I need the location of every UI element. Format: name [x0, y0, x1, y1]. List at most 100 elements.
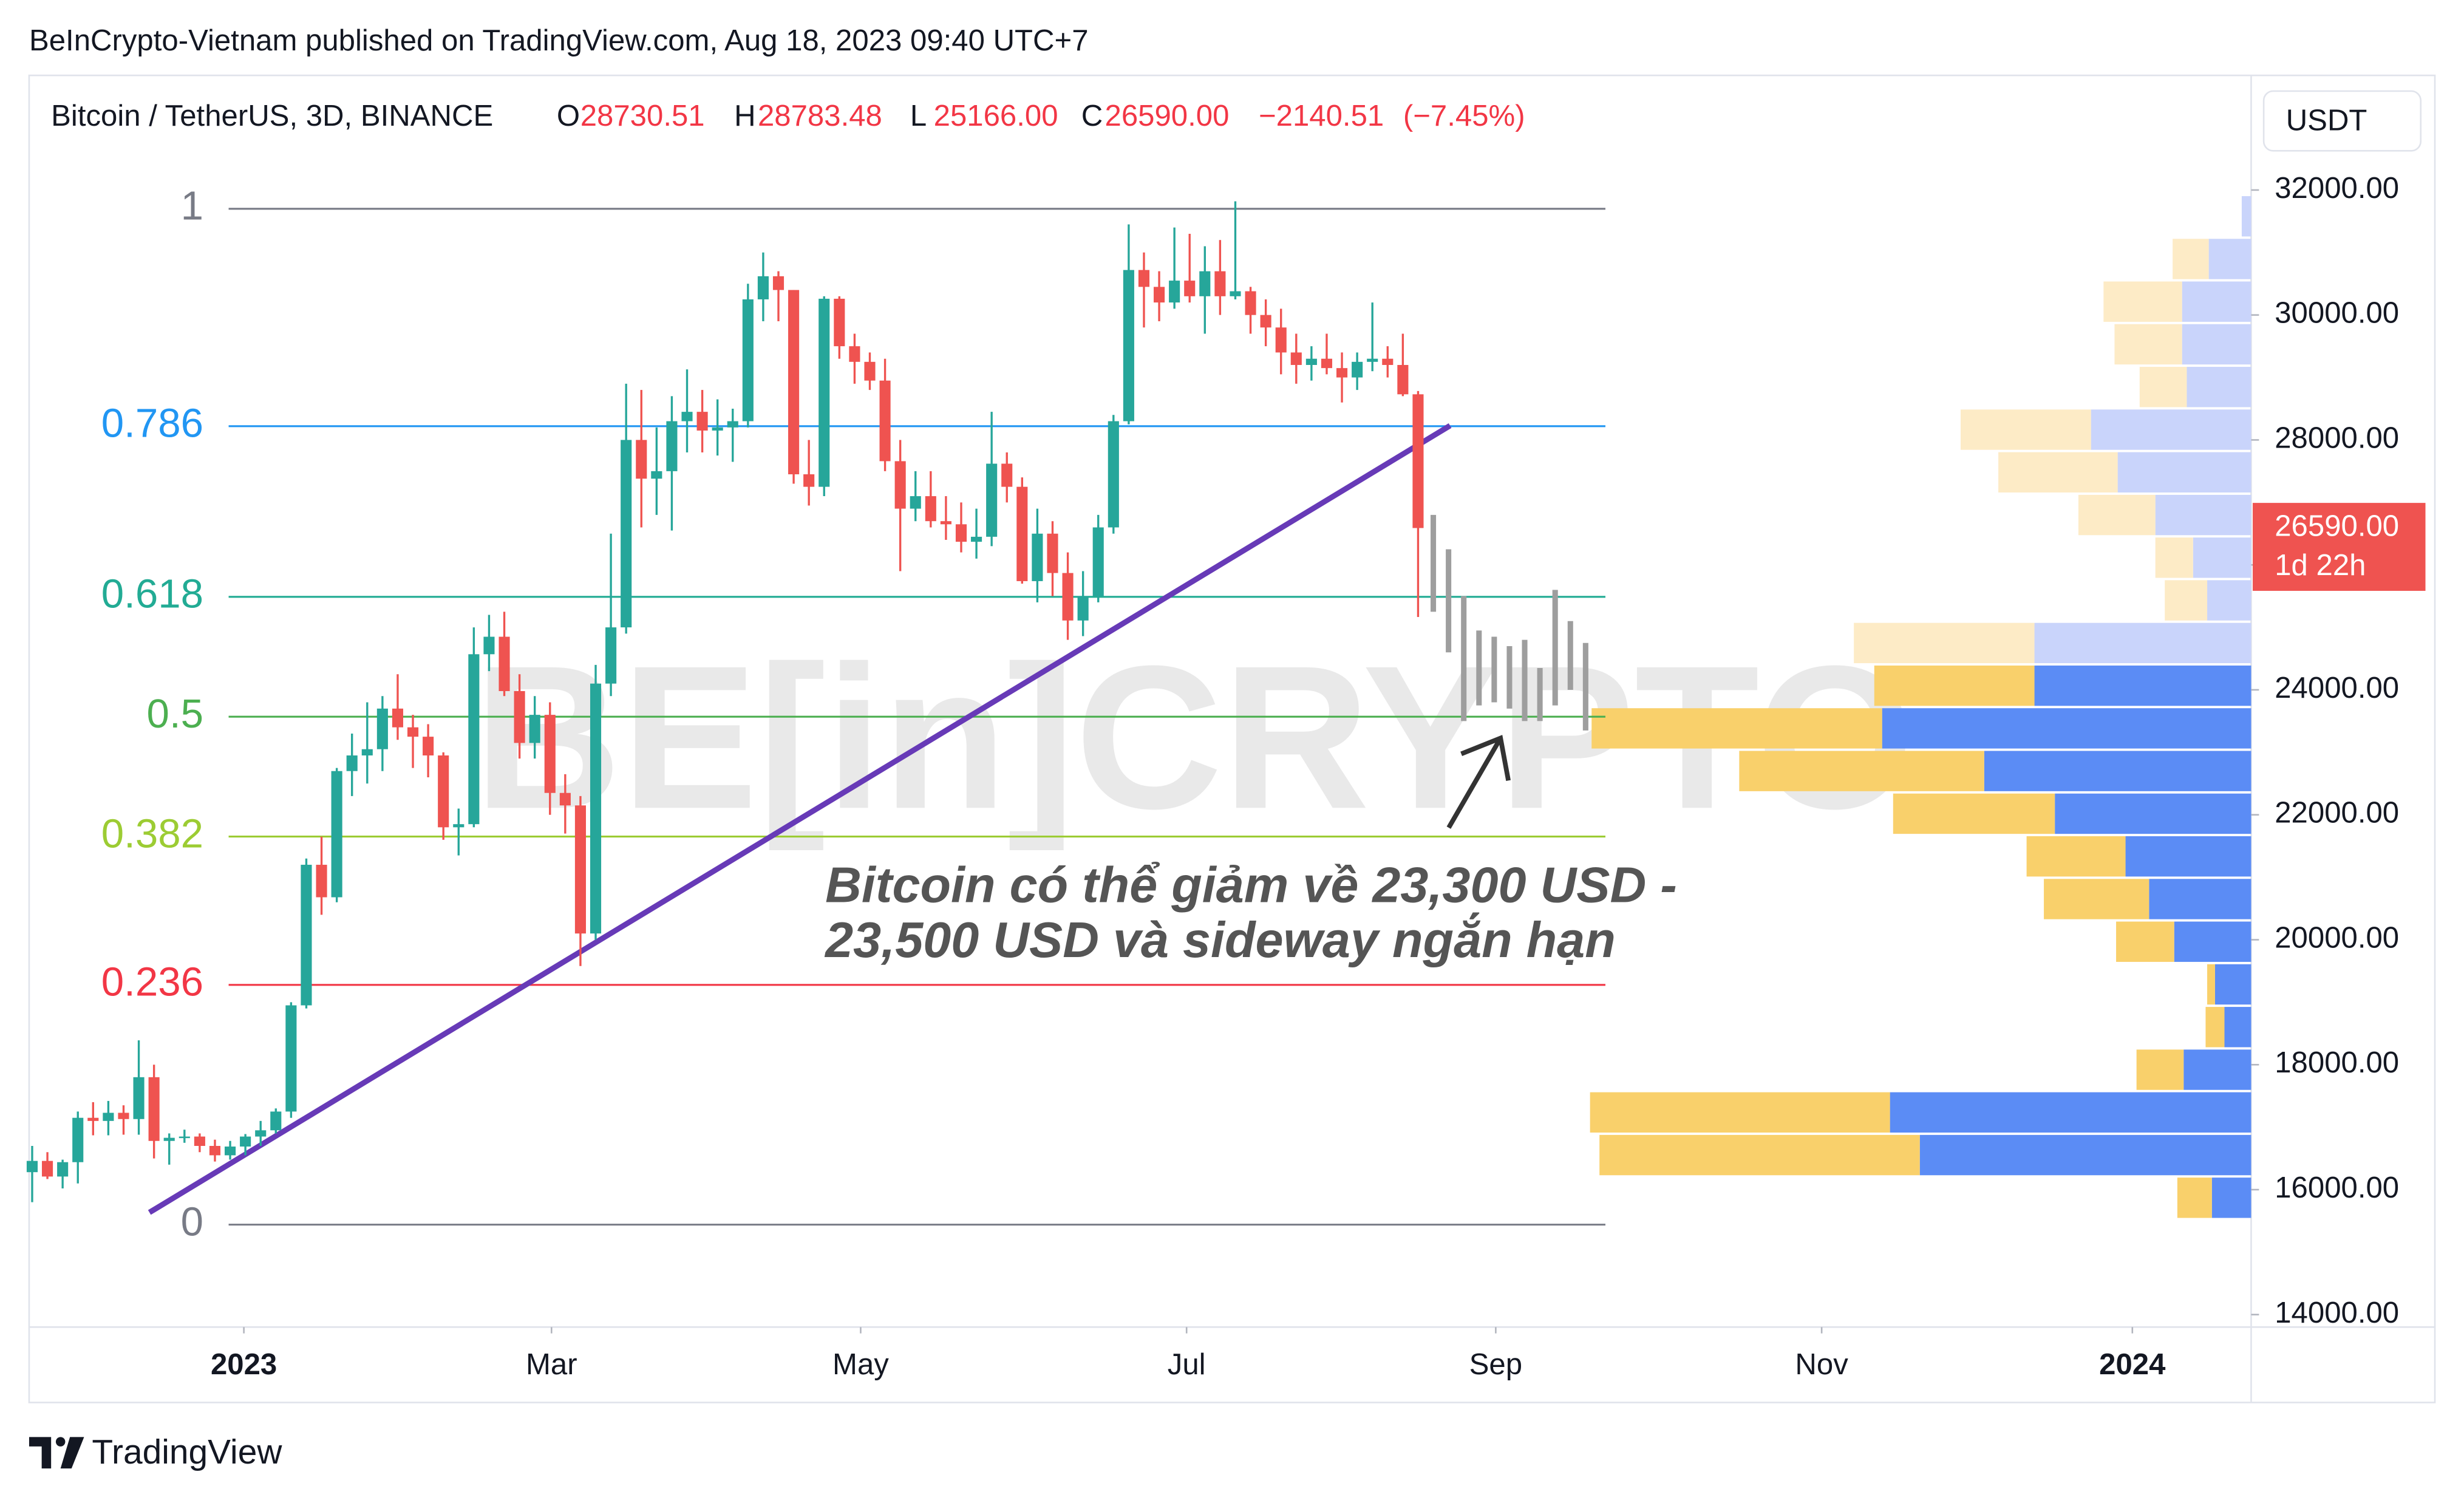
candle-body — [423, 737, 434, 755]
profile-up-bar — [2182, 281, 2251, 322]
candle-body — [209, 1145, 221, 1156]
candle-body — [971, 536, 982, 542]
y-tick-label: 14000.00 — [2275, 1297, 2399, 1329]
profile-down-bar — [2114, 324, 2182, 365]
profile-down-bar — [2155, 537, 2193, 578]
candle-body — [1260, 315, 1271, 328]
candle-body — [772, 276, 784, 290]
candle-body — [1154, 287, 1165, 303]
candle-body — [788, 290, 800, 475]
x-tick-label: Nov — [1795, 1348, 1848, 1381]
candle-body — [1305, 358, 1317, 365]
candle-body — [376, 708, 388, 749]
candle-body — [727, 421, 738, 428]
x-tick-label: Mar — [526, 1348, 577, 1381]
profile-up-bar — [1919, 1134, 2251, 1176]
candle-body — [864, 361, 876, 381]
profile-down-bar — [2044, 879, 2149, 919]
candle-body — [681, 412, 693, 421]
chart-frame — [28, 74, 2436, 1403]
profile-down-bar — [2139, 367, 2187, 407]
candle-body — [361, 749, 373, 755]
arrow-head — [1460, 735, 1511, 782]
y-tick-label: 16000.00 — [2275, 1171, 2399, 1204]
last-price-tag — [2253, 503, 2426, 591]
candle-body — [224, 1147, 236, 1156]
ohlc-value: 25166.00 — [934, 100, 1058, 132]
profile-up-bar — [2125, 836, 2251, 877]
y-tick-label: 18000.00 — [2275, 1046, 2399, 1079]
candle-body — [468, 654, 480, 825]
candle-body — [1397, 364, 1409, 395]
candle-body — [1352, 361, 1363, 378]
candle-body — [696, 412, 708, 431]
candle-body — [1230, 291, 1241, 296]
last-price-label: 26590.00 — [2275, 510, 2399, 542]
profile-down-bar — [2026, 836, 2126, 877]
currency-box[interactable] — [2262, 90, 2422, 152]
candle-body — [712, 427, 723, 431]
profile-down-bar — [2205, 1007, 2225, 1048]
candle-body — [118, 1113, 129, 1119]
currency[interactable]: USDT — [2286, 104, 2367, 137]
candle-body — [1382, 358, 1394, 365]
profile-up-bar — [2155, 494, 2251, 536]
profile-up-bar — [2193, 537, 2251, 578]
symbol-title: Bitcoin / TetherUS, 3D, BINANCE — [51, 100, 493, 132]
candle-body — [559, 792, 571, 806]
candle-body — [529, 715, 540, 743]
candle-body — [1108, 421, 1119, 528]
candle-body — [925, 496, 936, 522]
candle-body — [834, 298, 845, 347]
profile-up-bar — [2224, 1007, 2251, 1048]
candle-body — [1275, 327, 1287, 353]
candle-body — [849, 346, 860, 362]
candle-body — [483, 636, 495, 655]
fib-label: 1 — [181, 183, 203, 229]
candle-body — [255, 1130, 267, 1137]
profile-up-bar — [2208, 239, 2251, 279]
ohlc-value: 28730.51 — [580, 100, 705, 132]
profile-down-bar — [1599, 1134, 1920, 1176]
ohlc-value: 28783.48 — [758, 100, 882, 132]
annotation: 23,500 USD và sideway ngắn hạn — [824, 912, 1616, 968]
profile-down-bar — [1961, 409, 2091, 450]
profile-up-bar — [1984, 751, 2251, 791]
candle-body — [26, 1160, 38, 1173]
arrow — [1446, 735, 1511, 829]
fib-label: 0.5 — [147, 691, 203, 737]
x-tick-label: 2024 — [2099, 1348, 2166, 1381]
profile-down-bar — [2165, 580, 2208, 621]
candle-body — [72, 1117, 84, 1162]
profile-down-bar — [2078, 494, 2156, 536]
candle-body — [453, 824, 465, 828]
candle-body — [1290, 352, 1302, 365]
candle-body — [133, 1077, 145, 1119]
y-tick-label: 20000.00 — [2275, 921, 2399, 954]
candle-body — [1336, 368, 1348, 378]
candle-body — [621, 440, 632, 628]
candle-body — [285, 1005, 297, 1112]
profile-down-bar — [1590, 1092, 1890, 1133]
profile-up-bar — [2174, 921, 2251, 962]
profile-up-bar — [2034, 665, 2251, 706]
y-tick-label: 28000.00 — [2275, 421, 2399, 454]
x-tick-label: 2023 — [211, 1348, 277, 1381]
logo-slash — [60, 1437, 84, 1469]
profile-down-bar — [1998, 452, 2118, 492]
trendline — [148, 423, 1452, 1215]
candle-body — [57, 1162, 69, 1177]
published-line: BeInCrypto-Vietnam published on TradingV… — [29, 24, 1089, 57]
profile-down-bar — [1854, 622, 2035, 664]
profile-up-bar — [2187, 367, 2251, 407]
chart-layer: Bitcoin / TetherUS, 3D, BINANCE O 28730.51… — [26, 100, 2426, 1381]
candle-body — [651, 471, 662, 479]
profile-up-bar — [2117, 452, 2251, 492]
logo-mark — [29, 1437, 52, 1469]
candle-body — [1184, 281, 1196, 296]
candle-body — [316, 865, 327, 898]
candle-body — [1214, 271, 1226, 296]
fib-label: 0.618 — [101, 571, 203, 617]
